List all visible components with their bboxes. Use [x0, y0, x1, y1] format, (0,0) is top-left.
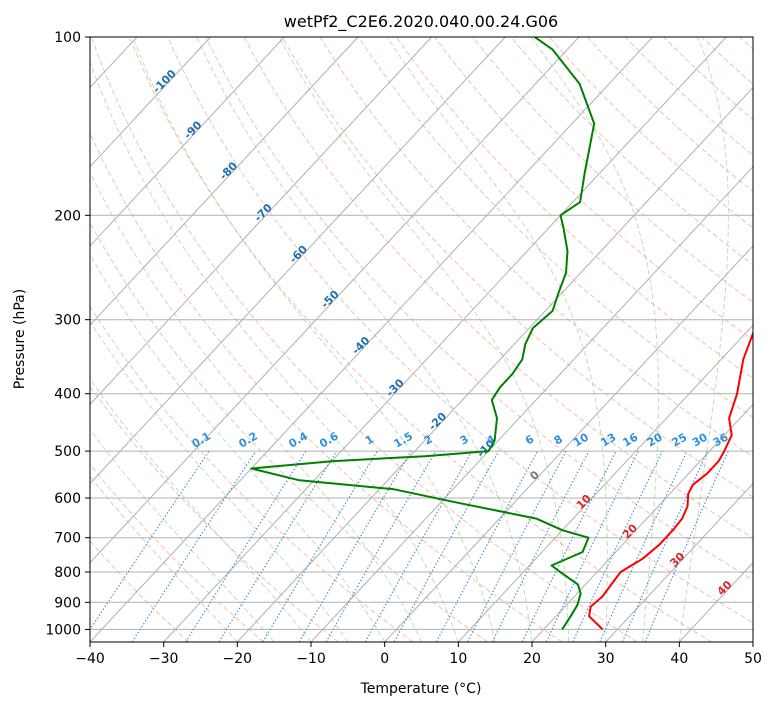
isotherm-line: [90, 37, 506, 485]
dewpoint-profile-line: [250, 37, 596, 630]
y-tick-label: 100: [54, 30, 81, 46]
dry-adiabat-line: [281, 37, 753, 498]
isotherm-line: [236, 86, 753, 642]
mixing-ratio-line: [572, 450, 663, 642]
y-tick-label: 1000: [45, 622, 81, 638]
mixing-ratio-line: [435, 450, 538, 642]
isotherm-line: [457, 324, 753, 642]
x-tick-label: 50: [744, 651, 762, 667]
y-axis-label: Pressure (hPa): [12, 289, 28, 389]
isotherm-line: [90, 37, 359, 326]
isotherm-line: [90, 37, 211, 168]
x-tick-label: 0: [380, 651, 389, 667]
isotherm-line: [90, 37, 580, 564]
dry-adiabat-line: [129, 37, 712, 642]
y-tick-label: 300: [54, 313, 81, 329]
dry-adiabat-line: [357, 37, 753, 418]
isotherm-line: [310, 165, 753, 642]
isotherm-line: [90, 37, 432, 406]
dry-adiabat-line: [90, 37, 638, 642]
mixing-ratio-line: [521, 450, 617, 642]
y-tick-label: 600: [54, 491, 81, 507]
y-axis-ticks: 100 200 300 400 500 600 700 800 900 1000: [45, 30, 90, 638]
x-tick-label: −30: [149, 651, 179, 667]
dry-adiabat-line: [90, 305, 414, 642]
x-axis-label: Temperature (°C): [360, 681, 482, 697]
x-axis-ticks: −40 −30 −20 −10 0 10 20 30 40 50: [75, 642, 762, 667]
dry-adiabat-line: [90, 463, 264, 642]
x-tick-label: −10: [296, 651, 326, 667]
moist-adiabat-line: [90, 428, 275, 642]
moist-adiabat-line: [90, 475, 238, 642]
dry-adiabat-line: [625, 37, 753, 157]
y-tick-label: 800: [54, 565, 81, 581]
isotherm-line: [90, 37, 285, 247]
y-tick-label: 400: [54, 387, 81, 403]
moist-adiabat-line: [278, 37, 570, 642]
dry-adiabat-line: [90, 385, 339, 642]
x-tick-label: 30: [597, 651, 615, 667]
chart-title: wetPf2_C2E6.2020.040.00.24.G06: [284, 12, 558, 32]
mixing-ratio-line: [131, 450, 257, 642]
mixing-ratio-line: [467, 450, 567, 642]
moist-adiabat-line: [90, 320, 349, 642]
mixing-ratio-line: [185, 450, 307, 642]
plot-frame: [89, 36, 754, 643]
mixing-ratio-line: [364, 450, 473, 642]
dry-adiabat-line: [434, 37, 753, 341]
isotherm-line: [384, 245, 753, 642]
dry-adiabat-line: [548, 37, 753, 229]
isotherm-line: [605, 482, 753, 642]
isotherm-line: [90, 37, 653, 642]
moist-adiabat-line: [90, 170, 422, 642]
y-tick-label: 200: [54, 208, 81, 224]
dry-adiabat-line: [472, 37, 753, 303]
y-tick-label: 700: [54, 531, 81, 547]
dry-adiabat-line: [396, 37, 753, 379]
dry-adiabat-line: [90, 132, 563, 642]
mixing-ratio-line: [545, 450, 639, 642]
data-series: [250, 37, 753, 631]
temperature-profile-line: [588, 330, 753, 631]
moist-adiabat-line: [90, 253, 386, 642]
y-tick-label: 900: [54, 595, 81, 611]
mixing-ratio-line: [491, 450, 590, 642]
moist-adiabat-line: [678, 37, 729, 642]
y-tick-label: 500: [54, 444, 81, 460]
x-tick-label: −20: [223, 651, 253, 667]
x-tick-label: 10: [449, 651, 467, 667]
isotherm-line: [163, 37, 727, 642]
mixing-ratio-line: [393, 450, 500, 642]
x-tick-label: −40: [75, 651, 105, 667]
x-tick-label: 20: [523, 651, 541, 667]
isotherm-line: [531, 403, 753, 642]
moist-adiabat-line: [132, 37, 496, 642]
mixing-ratio-line: [325, 450, 437, 642]
x-tick-label: 40: [670, 651, 688, 667]
moist-adiabat-line: [196, 37, 533, 642]
moist-adiabat-line: [386, 37, 608, 642]
moist-adiabat-line: [530, 37, 659, 642]
